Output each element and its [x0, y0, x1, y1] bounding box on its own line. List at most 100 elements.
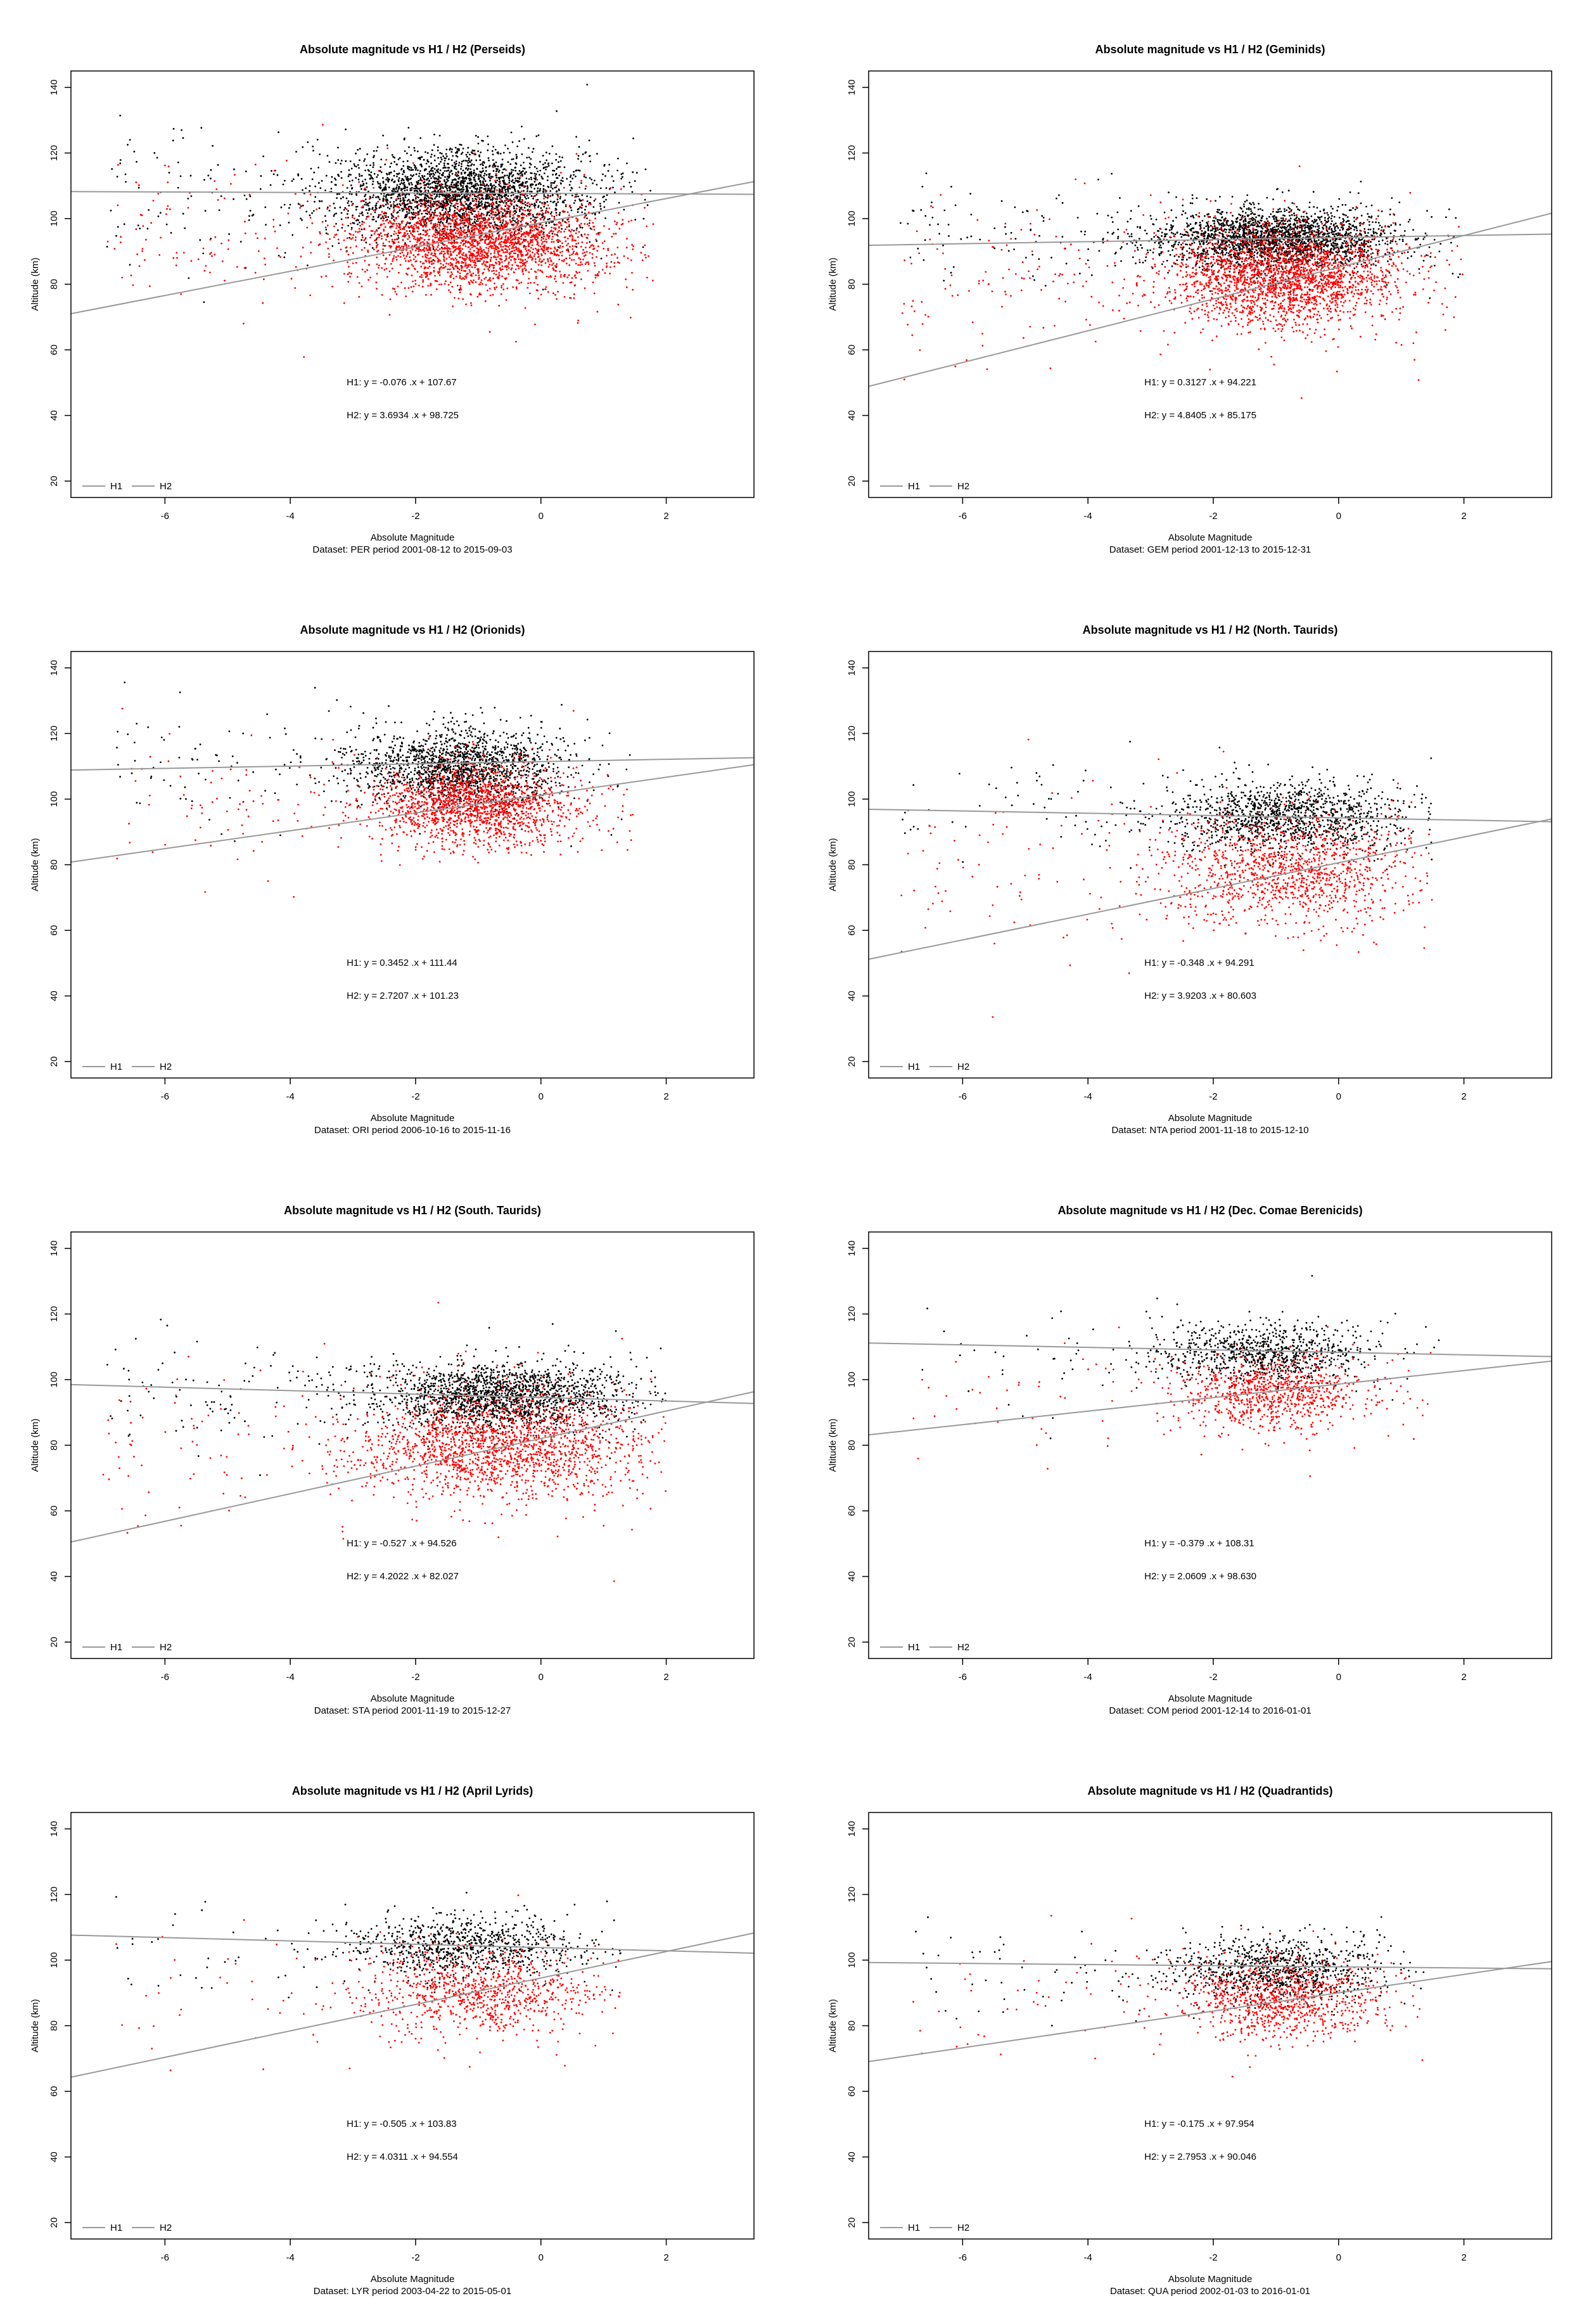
- h2-point: [480, 215, 482, 217]
- h1-point: [646, 204, 649, 207]
- h2-point: [512, 245, 514, 248]
- h2-point: [149, 285, 151, 287]
- h2-point: [453, 210, 456, 213]
- h2-point: [540, 261, 542, 264]
- h1-point: [431, 167, 434, 169]
- h2-point: [456, 227, 458, 229]
- h2-point: [331, 285, 333, 288]
- h2-point: [526, 260, 528, 262]
- h2-point: [578, 271, 580, 274]
- h1-point: [473, 169, 475, 172]
- h1-point: [508, 179, 511, 182]
- h2-point: [584, 251, 586, 253]
- h2-point: [536, 249, 538, 251]
- h2-point: [464, 262, 467, 264]
- h1-point: [430, 202, 431, 203]
- h1-point: [599, 203, 601, 205]
- h2-point: [422, 199, 424, 201]
- h2-point: [456, 267, 459, 269]
- h1-point: [524, 172, 526, 175]
- h2-point: [592, 245, 595, 247]
- h2-point: [520, 175, 521, 177]
- h2-point: [485, 190, 487, 193]
- h2-point: [569, 297, 571, 299]
- h2-point: [532, 248, 534, 250]
- h2-point: [367, 249, 369, 252]
- h2-point: [488, 331, 491, 333]
- h2-point: [227, 248, 229, 250]
- h2-point: [499, 241, 501, 244]
- h2-point: [445, 236, 448, 238]
- h1-point: [507, 200, 509, 203]
- h2-point: [577, 236, 579, 238]
- h1-point: [434, 198, 436, 200]
- h1-point: [506, 188, 509, 190]
- h2-point: [366, 269, 368, 271]
- h1-point: [616, 169, 618, 172]
- h1-point: [379, 198, 381, 201]
- h1-point: [489, 198, 492, 201]
- h2-point: [142, 225, 144, 227]
- h2-point: [592, 226, 594, 228]
- h2-point: [393, 208, 395, 211]
- h2-point: [389, 226, 392, 229]
- h1-point: [207, 174, 210, 177]
- h1-point: [512, 169, 514, 171]
- h2-point: [554, 278, 556, 280]
- h1-point: [460, 144, 463, 146]
- h2-point: [644, 257, 647, 259]
- h2-point: [485, 256, 487, 259]
- h2-point: [447, 193, 449, 195]
- h2-point: [389, 221, 392, 223]
- h2-point: [472, 226, 475, 228]
- h1-point: [505, 197, 507, 199]
- h1-point: [324, 215, 326, 217]
- h1-point: [544, 196, 547, 198]
- h1-point: [496, 179, 499, 182]
- h2-point: [582, 199, 584, 201]
- h2-point: [375, 247, 378, 248]
- h2-point: [262, 302, 264, 304]
- h1-point: [406, 152, 408, 155]
- h2-point: [506, 238, 509, 240]
- h2-point: [448, 256, 450, 258]
- h2-point: [549, 230, 551, 233]
- h1-point: [359, 184, 362, 186]
- h1-point: [537, 206, 539, 208]
- h1-point: [489, 179, 491, 182]
- h2-point: [511, 247, 513, 249]
- h2-point: [499, 267, 501, 269]
- h2-point: [431, 252, 433, 254]
- h1-point: [571, 187, 573, 189]
- h2-point: [459, 256, 462, 259]
- h1-point: [427, 204, 430, 207]
- h1-point: [491, 199, 494, 202]
- h1-point: [446, 219, 449, 221]
- h2-point: [442, 243, 445, 246]
- h1-point: [545, 151, 547, 154]
- h2-point: [398, 272, 400, 274]
- h2-point: [622, 222, 624, 225]
- h2-point: [515, 236, 517, 238]
- h1-point: [481, 203, 483, 205]
- h1-point: [580, 207, 583, 209]
- h1-point: [334, 184, 336, 186]
- h1-point: [568, 184, 571, 186]
- h2-point: [432, 225, 435, 227]
- h2-point: [495, 189, 498, 191]
- h2-point: [610, 260, 613, 263]
- h2-point: [537, 264, 540, 266]
- h2-point: [347, 281, 350, 283]
- h1-point: [430, 156, 432, 158]
- h2-point: [652, 223, 654, 225]
- h1-point: [604, 175, 606, 177]
- h2-point: [488, 229, 491, 231]
- h2-point: [405, 249, 407, 251]
- h1-point: [585, 205, 587, 208]
- h2-point: [525, 245, 527, 248]
- h2-point: [492, 166, 494, 169]
- h1-point: [331, 176, 333, 178]
- h1-point: [431, 198, 433, 200]
- h2-point: [504, 251, 507, 253]
- h1-point: [533, 166, 536, 168]
